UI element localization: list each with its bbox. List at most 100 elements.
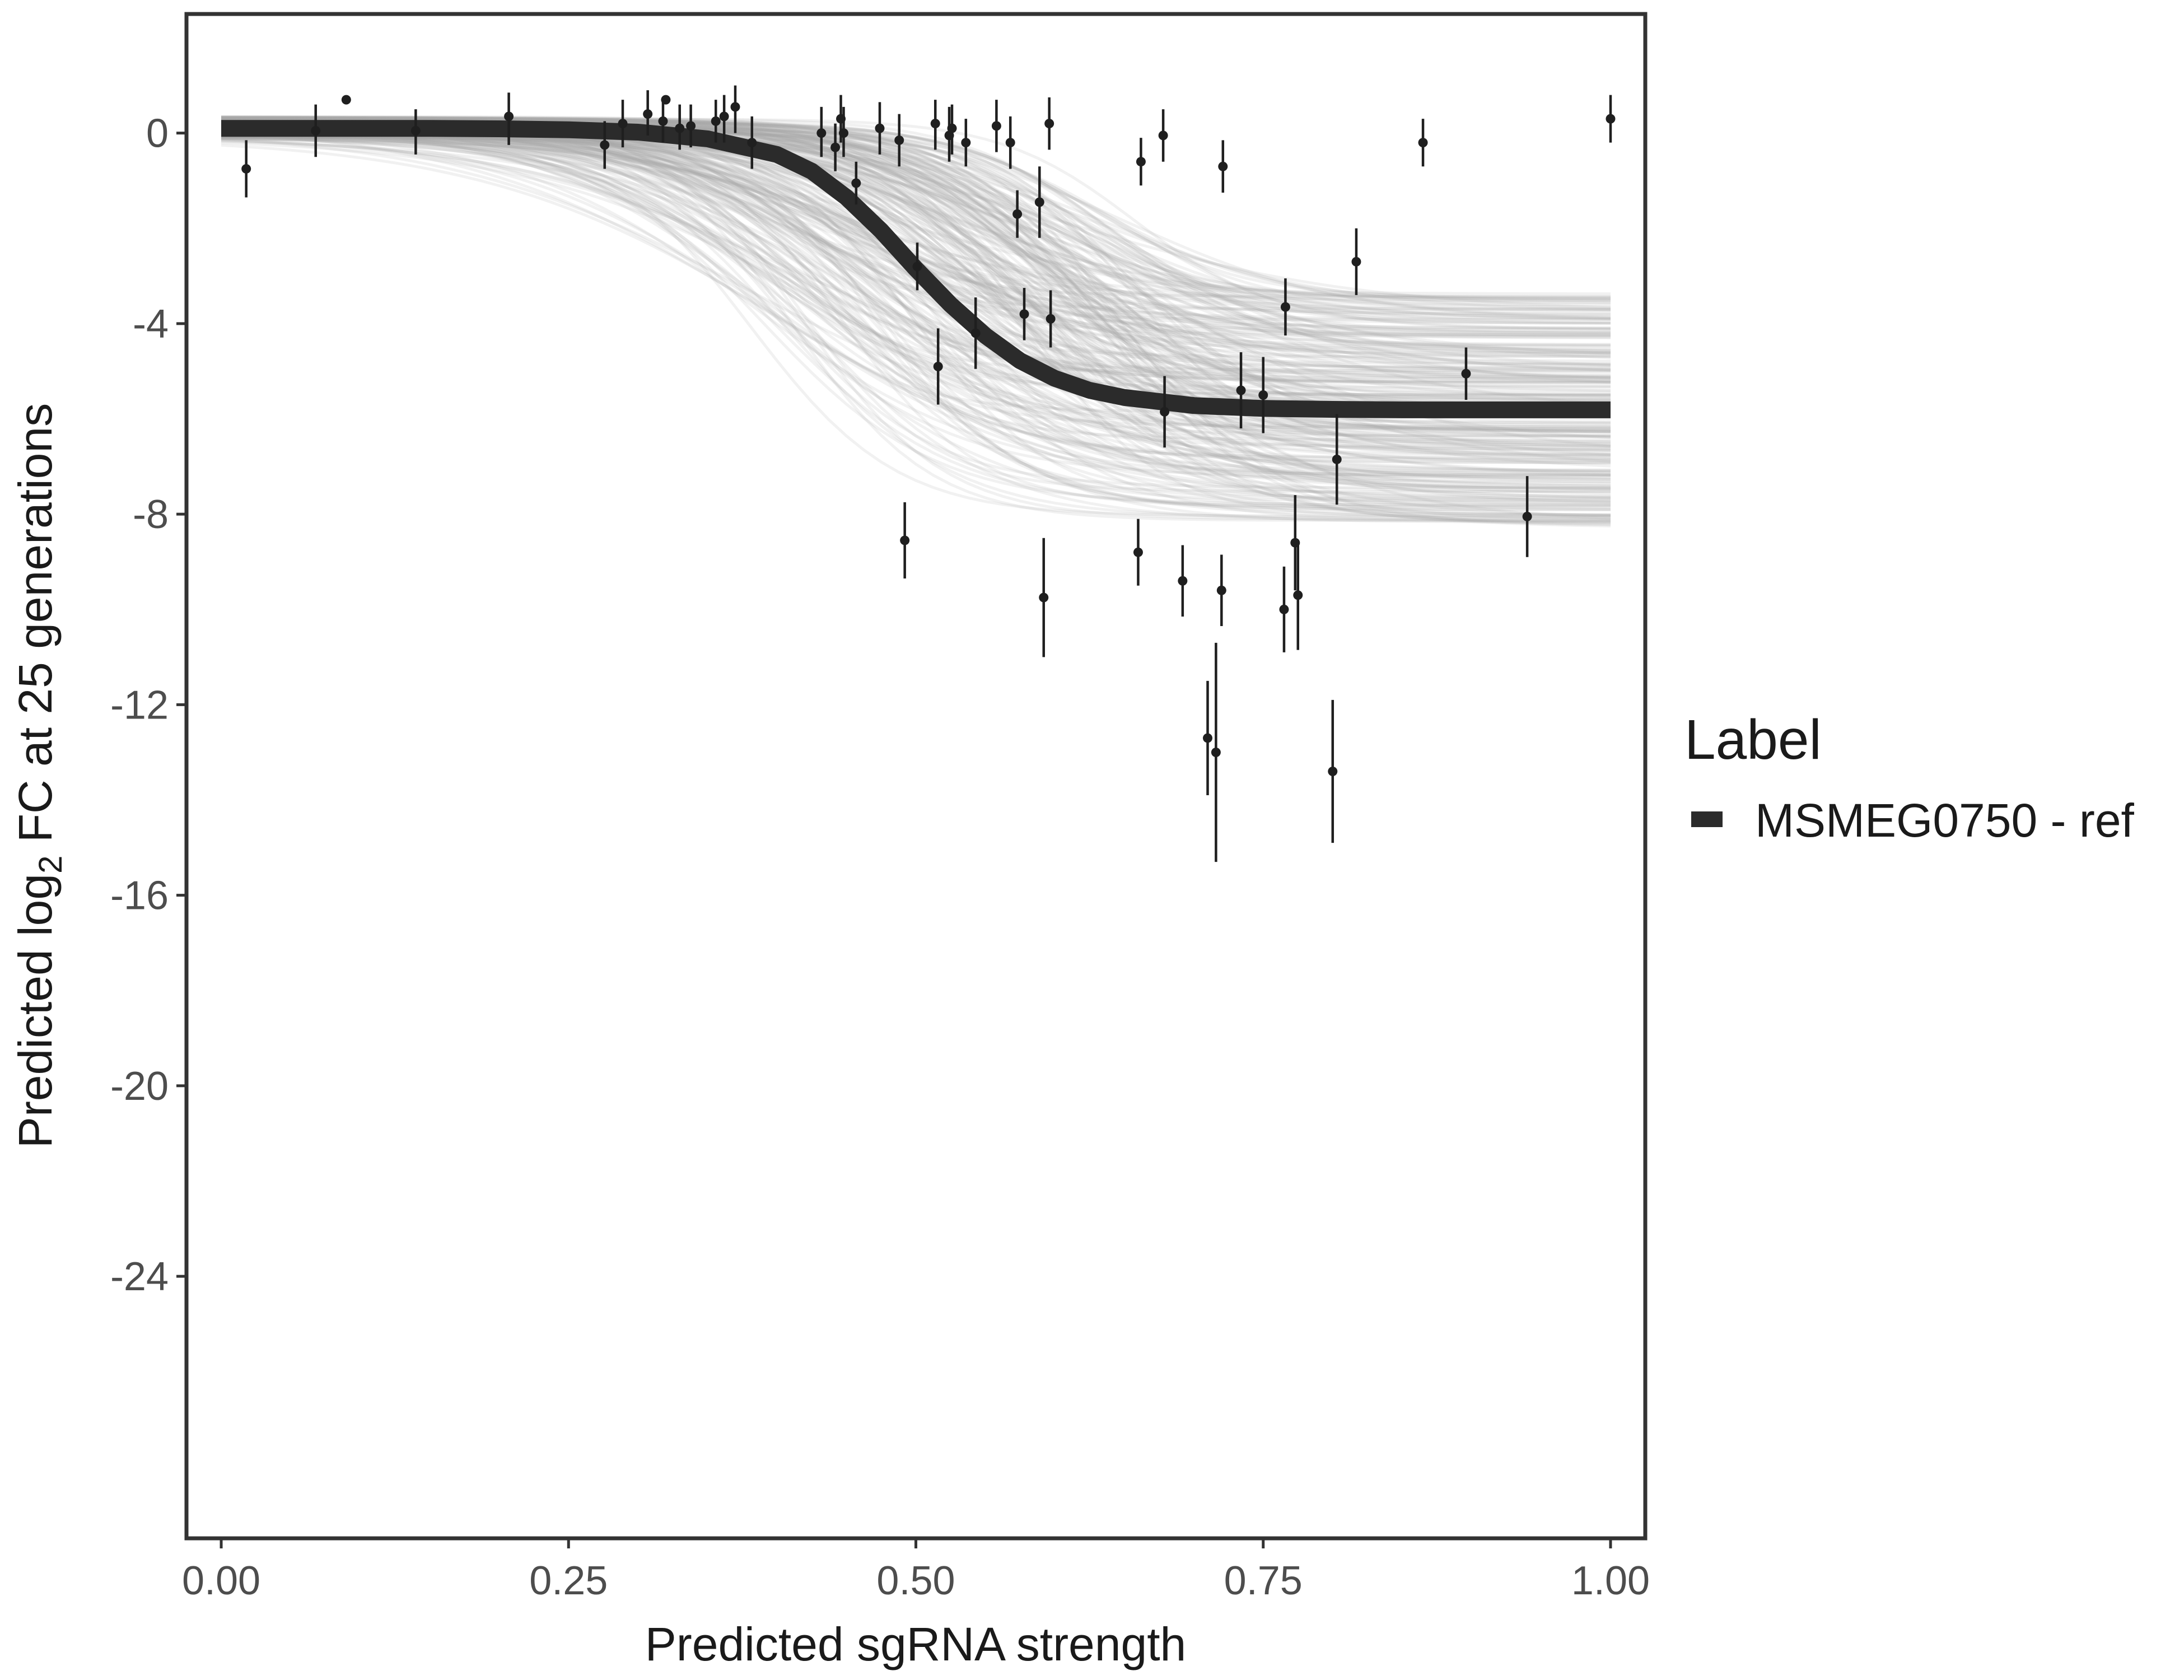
data-point [900, 502, 910, 578]
posterior-draw [221, 137, 1611, 355]
data-point [1606, 95, 1616, 143]
data-point [1332, 414, 1342, 505]
data-point [618, 100, 628, 148]
posterior-draw [221, 116, 1611, 339]
posterior-draw [221, 134, 1611, 477]
data-point [930, 100, 940, 150]
data-point [1034, 166, 1044, 238]
point-marker [618, 119, 628, 129]
data-point [933, 328, 943, 405]
point-marker [661, 95, 671, 105]
data-point [1280, 278, 1290, 336]
posterior-draw [221, 116, 1611, 526]
posterior-draw [221, 135, 1611, 380]
legend-label: MSMEG0750 - ref [1755, 794, 2135, 847]
point-marker [1461, 368, 1471, 379]
point-marker [1211, 747, 1221, 757]
point-marker [970, 328, 981, 338]
point-marker [933, 361, 943, 371]
plot-area [221, 85, 1616, 862]
posterior-draw [221, 115, 1611, 371]
y-tick-label: -16 [110, 874, 169, 918]
data-point [851, 161, 861, 205]
posterior-draw [221, 137, 1611, 500]
data-point [1203, 680, 1212, 796]
posterior-draw [221, 134, 1611, 509]
posterior-draw [221, 124, 1611, 477]
posterior-draw [221, 135, 1611, 506]
posterior-draw [221, 115, 1611, 339]
data-point [661, 95, 671, 105]
posterior-draw [221, 116, 1611, 524]
posterior-draw [221, 141, 1611, 473]
y-tick-label: -12 [110, 683, 169, 727]
posterior-draw [221, 133, 1611, 511]
posterior-draw [221, 118, 1611, 371]
data-point [1005, 116, 1015, 169]
data-point [1258, 357, 1268, 433]
posterior-draw [221, 130, 1611, 372]
data-point [686, 104, 696, 148]
point-marker [311, 125, 321, 136]
data-point [1218, 140, 1228, 193]
data-point [1019, 288, 1029, 340]
x-tick-label: 0.50 [876, 1558, 955, 1603]
posterior-draw [221, 138, 1611, 488]
posterior-draw [221, 133, 1611, 500]
posterior-draw [221, 129, 1611, 380]
data-point [875, 102, 885, 155]
data-point [1044, 97, 1054, 150]
y-axis-title-subscript: 2 [32, 856, 69, 874]
point-marker [1332, 454, 1342, 464]
point-marker [1044, 119, 1054, 129]
data-point [643, 90, 653, 136]
data-point [1178, 545, 1188, 617]
posterior-draw [221, 116, 1611, 520]
posterior-draw [221, 118, 1611, 449]
posterior-draw [221, 118, 1611, 368]
data-point [341, 95, 351, 105]
data-point [1461, 347, 1471, 400]
point-marker [719, 111, 729, 122]
y-tick-label: -24 [110, 1254, 169, 1299]
posterior-draw [221, 116, 1611, 366]
point-marker [675, 123, 685, 133]
posterior-draw [221, 139, 1611, 432]
posterior-draw [221, 128, 1611, 491]
point-marker [1293, 590, 1303, 600]
point-marker [1160, 407, 1170, 417]
data-point [838, 106, 848, 157]
posterior-draw [221, 143, 1611, 503]
data-point [1211, 642, 1221, 862]
point-marker [1418, 138, 1428, 148]
point-marker [961, 138, 971, 148]
posterior-draw [221, 135, 1611, 395]
posterior-draw [221, 136, 1611, 489]
data-point [311, 104, 321, 157]
posterior-draw [221, 117, 1611, 334]
x-tick-label: 0.00 [182, 1558, 260, 1603]
posterior-draw [221, 134, 1611, 456]
posterior-draw [221, 125, 1611, 505]
posterior-draw [221, 135, 1611, 424]
point-marker [1034, 197, 1044, 207]
point-marker [1522, 511, 1532, 521]
posterior-draw [221, 131, 1611, 481]
point-marker [991, 121, 1001, 131]
x-tick-label: 0.25 [529, 1558, 608, 1603]
legend-title: Label [1684, 708, 1822, 771]
data-point [912, 242, 922, 291]
point-marker [241, 164, 251, 174]
posterior-draw [221, 132, 1611, 452]
point-marker [930, 119, 940, 129]
data-point [1012, 190, 1023, 238]
data-point [1351, 228, 1361, 295]
point-marker [947, 123, 957, 133]
data-point [970, 297, 981, 369]
point-marker [1280, 302, 1290, 312]
point-marker [686, 121, 696, 131]
posterior-draw [221, 117, 1611, 318]
posterior-draw [221, 115, 1611, 430]
data-point [1046, 290, 1056, 348]
